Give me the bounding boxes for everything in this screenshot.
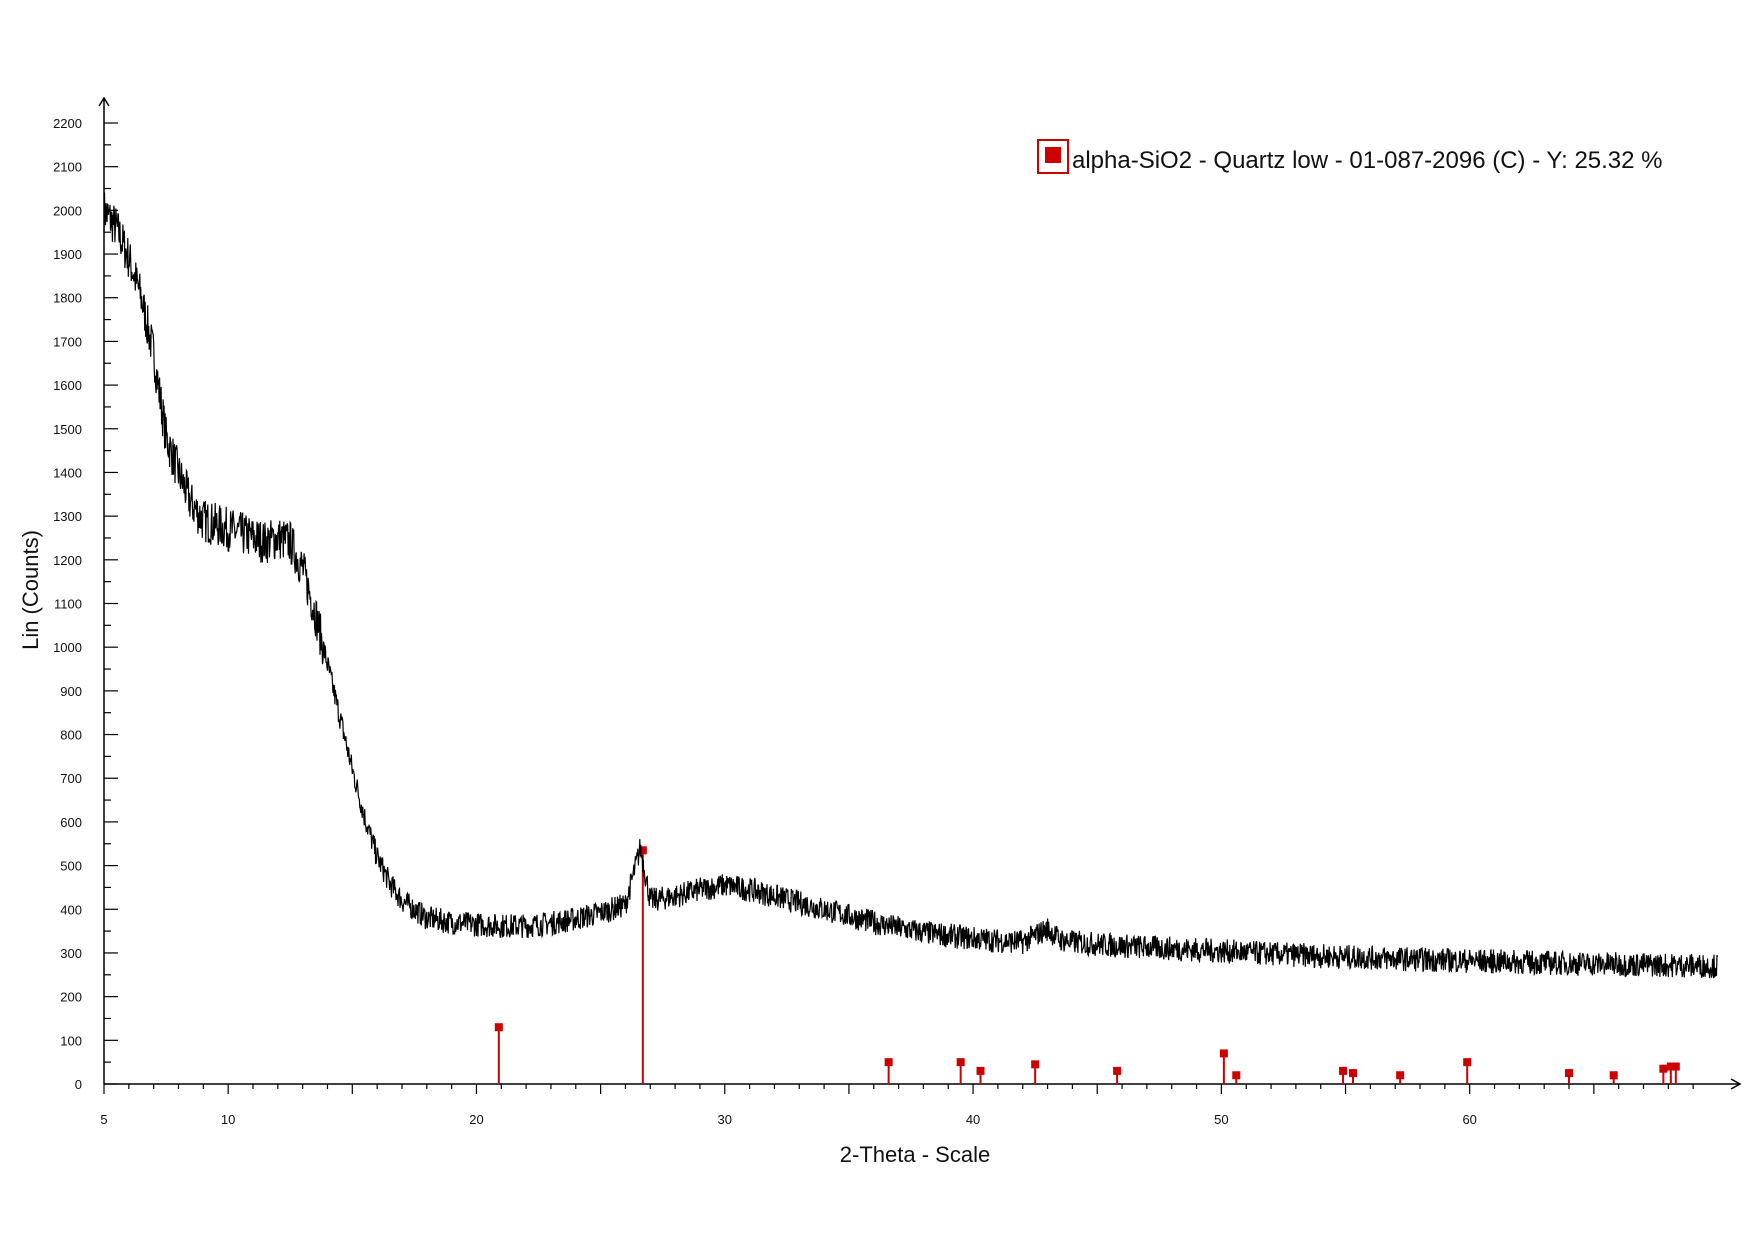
x-tick-label: 5 [100, 1112, 107, 1127]
y-tick-label: 2200 [53, 116, 82, 131]
y-tick-label: 1700 [53, 334, 82, 349]
x-tick-label: 60 [1462, 1112, 1476, 1127]
y-tick-label: 1300 [53, 509, 82, 524]
reference-marker [494, 1023, 503, 1032]
x-tick-label: 10 [221, 1112, 235, 1127]
diffraction-pattern-line [103, 192, 1719, 979]
reference-marker [1339, 1066, 1348, 1075]
reference-marker [1113, 1066, 1122, 1075]
y-tick-label: 1000 [53, 640, 82, 655]
y-tick-label: 0 [75, 1077, 82, 1092]
x-axis-arrow [1730, 1078, 1742, 1090]
y-tick-label: 1600 [53, 378, 82, 393]
reference-marker [1666, 1062, 1675, 1071]
x-tick-label: 50 [1214, 1112, 1228, 1127]
x-axis: 5 10 20 30 40 50 60 [100, 1078, 1742, 1127]
y-tick-label: 1900 [53, 247, 82, 262]
reference-marker [976, 1066, 985, 1075]
y-tick-label: 1100 [54, 597, 82, 612]
y-tick-label: 1800 [53, 291, 82, 306]
y-tick-label: 100 [60, 1033, 82, 1048]
reference-marker [1348, 1069, 1357, 1078]
y-tick-label: 2000 [53, 203, 82, 218]
y-tick-label: 600 [60, 815, 82, 830]
legend-marker [1045, 147, 1061, 163]
y-tick-label: 1200 [53, 553, 82, 568]
y-tick-label: 700 [60, 771, 82, 786]
legend: alpha-SiO2 - Quartz low - 01-087-2096 (C… [1037, 139, 1663, 174]
legend-label: alpha-SiO2 - Quartz low - 01-087-2096 (C… [1072, 147, 1663, 174]
y-tick-label: 300 [60, 946, 82, 961]
reference-marker [884, 1058, 893, 1067]
y-tick-label: 2100 [53, 160, 82, 175]
reference-marker [1609, 1071, 1618, 1080]
y-axis: 0 100 200 300 400 500 600 700 800 900 1000 1100 1200… [53, 96, 118, 1092]
reference-marker [1463, 1058, 1472, 1067]
reference-marker [1671, 1062, 1680, 1071]
reference-marker [638, 846, 647, 855]
reference-marker [1219, 1049, 1228, 1058]
y-tick-label: 1500 [53, 422, 82, 437]
reference-marker [1659, 1064, 1668, 1073]
reference-marker [1565, 1069, 1574, 1078]
y-tick-label: 800 [60, 728, 82, 743]
y-axis-arrow [98, 96, 110, 107]
y-tick-label: 900 [60, 684, 82, 699]
y-tick-label: 200 [60, 990, 82, 1005]
legend-marker-frame [1037, 139, 1069, 174]
y-axis-title: Lin (Counts) [18, 530, 43, 650]
y-tick-label: 1400 [53, 465, 82, 480]
x-tick-label: 30 [718, 1112, 732, 1127]
reference-marker [1031, 1060, 1040, 1069]
x-tick-label: 40 [966, 1112, 980, 1127]
y-tick-label: 500 [60, 859, 82, 874]
x-tick-label: 20 [469, 1112, 483, 1127]
reference-sticks [494, 846, 1680, 1084]
x-axis-title: 2-Theta - Scale [840, 1142, 990, 1167]
reference-marker [1232, 1071, 1241, 1080]
y-tick-label: 400 [60, 902, 82, 917]
reference-marker [1396, 1071, 1405, 1080]
reference-marker [956, 1058, 965, 1067]
